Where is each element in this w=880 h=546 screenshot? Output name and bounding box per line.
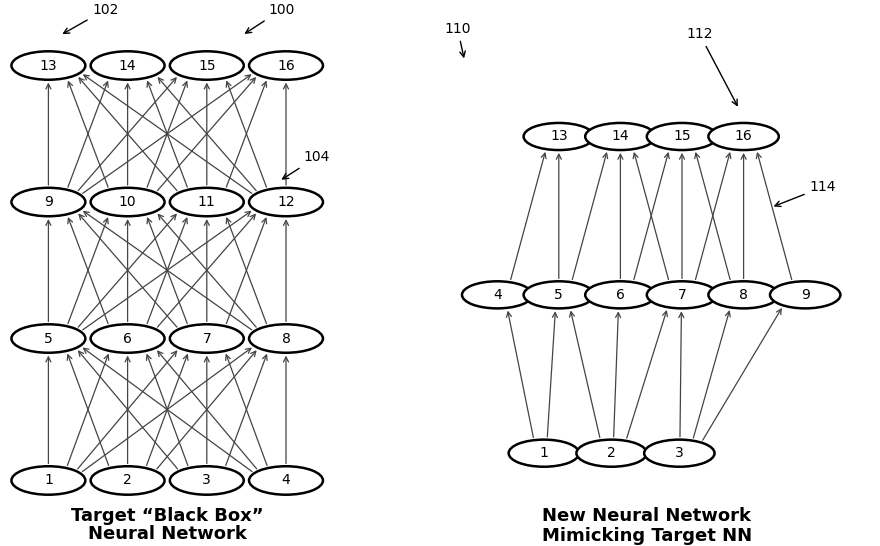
Text: 2: 2 [123,473,132,488]
Text: 15: 15 [198,58,216,73]
Text: 110: 110 [444,22,471,57]
Text: 6: 6 [123,331,132,346]
Text: 6: 6 [616,288,625,302]
Ellipse shape [524,123,594,150]
Text: Neural Network: Neural Network [88,525,246,543]
Text: 3: 3 [675,446,684,460]
Text: 14: 14 [119,58,136,73]
Ellipse shape [462,281,532,308]
Ellipse shape [576,440,647,467]
Text: 5: 5 [44,331,53,346]
Text: 112: 112 [686,27,737,105]
Text: 16: 16 [277,58,295,73]
Text: 13: 13 [40,58,57,73]
Ellipse shape [170,188,244,216]
Ellipse shape [585,123,656,150]
Ellipse shape [585,281,656,308]
Text: 104: 104 [282,150,330,179]
Text: 14: 14 [612,129,629,144]
Text: 100: 100 [246,3,295,33]
Ellipse shape [11,188,85,216]
Ellipse shape [11,51,85,80]
Text: 102: 102 [63,3,119,33]
Ellipse shape [11,324,85,353]
Ellipse shape [249,466,323,495]
Text: 7: 7 [678,288,686,302]
Text: 1: 1 [539,446,548,460]
Text: 12: 12 [277,195,295,209]
Text: 16: 16 [735,129,752,144]
Text: 114: 114 [775,180,836,206]
Ellipse shape [91,466,165,495]
Text: 13: 13 [550,129,568,144]
Ellipse shape [708,123,779,150]
Text: 8: 8 [282,331,290,346]
Ellipse shape [249,51,323,80]
Ellipse shape [170,51,244,80]
Text: 5: 5 [554,288,563,302]
Ellipse shape [524,281,594,308]
Ellipse shape [647,281,717,308]
Text: Mimicking Target NN: Mimicking Target NN [542,527,752,545]
Text: Target “Black Box”: Target “Black Box” [71,507,263,525]
Text: 2: 2 [607,446,616,460]
Text: 9: 9 [801,288,810,302]
Ellipse shape [708,281,779,308]
Text: 1: 1 [44,473,53,488]
Ellipse shape [170,324,244,353]
Ellipse shape [249,188,323,216]
Text: 11: 11 [198,195,216,209]
Ellipse shape [249,324,323,353]
Text: 9: 9 [44,195,53,209]
Text: 15: 15 [673,129,691,144]
Text: 3: 3 [202,473,211,488]
Text: 7: 7 [202,331,211,346]
Ellipse shape [770,281,840,308]
Text: 8: 8 [739,288,748,302]
Text: New Neural Network: New Neural Network [542,507,752,525]
Ellipse shape [11,466,85,495]
Text: 10: 10 [119,195,136,209]
Ellipse shape [647,123,717,150]
Text: 4: 4 [493,288,502,302]
Text: 4: 4 [282,473,290,488]
Ellipse shape [170,466,244,495]
Ellipse shape [509,440,579,467]
Ellipse shape [644,440,715,467]
Ellipse shape [91,51,165,80]
Ellipse shape [91,324,165,353]
Ellipse shape [91,188,165,216]
